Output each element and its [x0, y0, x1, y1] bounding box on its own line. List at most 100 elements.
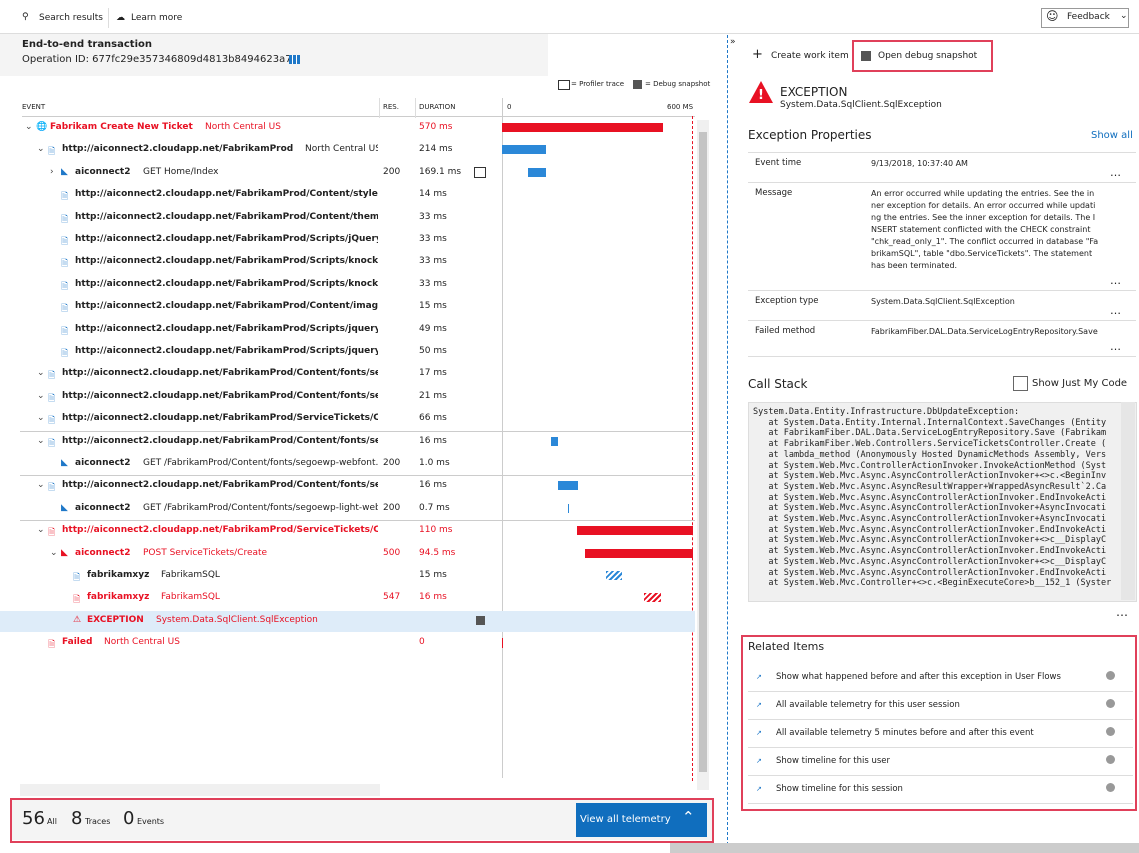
stack-line: at lambda_method (Anonymously Hosted Dyn… — [753, 449, 1107, 460]
related-item[interactable]: Show timeline for this user — [776, 756, 891, 766]
open-debug-snapshot[interactable]: Open debug snapshot — [878, 51, 978, 61]
property-label: Exception type — [755, 296, 819, 306]
stack-scrollbar[interactable] — [1121, 402, 1135, 600]
related-item[interactable]: All available telemetry for this user se… — [776, 700, 960, 710]
row-icon: 🌐 — [36, 122, 48, 132]
row-icon: 🗎 — [61, 192, 69, 203]
event-name[interactable]: http://aiconnect2.cloudapp.net/FabrikamP… — [75, 189, 378, 200]
grid-icon[interactable] — [289, 55, 300, 64]
event-name[interactable]: http://aiconnect2.cloudapp.net/FabrikamP… — [62, 144, 294, 155]
profiler-icon[interactable] — [474, 166, 486, 178]
related-row[interactable] — [748, 692, 1133, 720]
expander[interactable]: ⌄ — [37, 390, 45, 401]
expander[interactable]: ⌄ — [37, 144, 45, 155]
row-icon: ◣ — [61, 458, 68, 468]
row-icon: ◣ — [61, 502, 68, 513]
duration: 66 ms — [419, 413, 447, 424]
timeline-bar[interactable] — [502, 123, 663, 132]
highlight-box — [10, 798, 714, 843]
event-name[interactable]: http://aiconnect2.cloudapp.net/FabrikamP… — [75, 301, 378, 312]
event-name[interactable]: aiconnect2 — [75, 166, 131, 177]
expander[interactable]: › — [50, 166, 54, 177]
duration: 570 ms — [419, 122, 453, 132]
expander[interactable]: ⌄ — [50, 547, 58, 558]
timeline-bar[interactable] — [577, 526, 693, 536]
event-name[interactable]: fabrikamxyz — [87, 570, 150, 580]
show-all[interactable]: Show all — [1091, 130, 1133, 141]
stack-line: at System.Web.Mvc.Async.AsyncControllerA… — [753, 546, 1107, 557]
learn-more[interactable]: Learn more — [131, 13, 183, 23]
expander[interactable]: ⌄ — [37, 413, 45, 424]
debug-icon[interactable] — [476, 615, 485, 625]
related-row[interactable] — [748, 720, 1133, 748]
event-name[interactable]: http://aiconnect2.cloudapp.net/FabrikamP… — [62, 368, 378, 379]
expander[interactable]: ⌄ — [25, 122, 33, 132]
search-results[interactable]: Search results — [39, 13, 103, 23]
event-name[interactable]: http://aiconnect2.cloudapp.net/FabrikamP… — [75, 211, 378, 222]
event-name[interactable]: http://aiconnect2.cloudapp.net/FabrikamP… — [75, 278, 378, 289]
expander[interactable]: ⌄ — [37, 480, 45, 491]
related-item[interactable]: Show what happened before and after this… — [776, 672, 1061, 682]
selected-row[interactable] — [0, 610, 695, 632]
more[interactable]: … — [1110, 304, 1121, 317]
timeline-bar[interactable] — [528, 167, 546, 177]
more[interactable]: … — [1116, 605, 1128, 619]
col-divider — [379, 98, 380, 118]
expander[interactable]: ⌄ — [37, 435, 45, 446]
event-name[interactable]: http://aiconnect2.cloudapp.net/FabrikamP… — [75, 234, 378, 244]
event-name[interactable]: aiconnect2 — [75, 547, 131, 558]
search-icon[interactable]: ⚲ — [22, 12, 29, 22]
timeline-bar[interactable] — [551, 436, 558, 446]
related-row[interactable] — [748, 664, 1133, 692]
event-name[interactable]: EXCEPTION — [87, 614, 144, 625]
timeline-bar[interactable] — [606, 571, 622, 580]
more[interactable]: … — [1110, 340, 1121, 353]
timeline-bar[interactable] — [568, 503, 569, 513]
event-name[interactable]: http://aiconnect2.cloudapp.net/FabrikamP… — [75, 323, 378, 334]
related-row[interactable] — [748, 776, 1133, 804]
expander[interactable]: ⌄ — [37, 368, 45, 379]
event-name[interactable]: http://aiconnect2.cloudapp.net/FabrikamP… — [75, 256, 378, 267]
related-row[interactable] — [748, 748, 1133, 776]
event-name[interactable]: Failed — [62, 637, 93, 648]
property-value: An error occurred while updating the ent… — [871, 189, 1099, 270]
events-count: 0 — [123, 808, 135, 829]
view-all-button[interactable] — [576, 803, 707, 837]
learn-more-icon[interactable]: ☁ — [116, 13, 125, 23]
row-icon: 🗎 — [73, 573, 81, 583]
event-name[interactable]: fabrikamxyz — [87, 592, 150, 603]
stack-line: at System.Web.Mvc.Async.AsyncControllerA… — [753, 514, 1107, 525]
timeline-bar[interactable] — [585, 548, 693, 558]
checkbox[interactable] — [1013, 376, 1028, 391]
event-name[interactable]: http://aiconnect2.cloudapp.net/FabrikamP… — [62, 413, 378, 424]
event-name[interactable]: aiconnect2 — [75, 458, 131, 468]
col-start: 0 — [507, 103, 512, 111]
event-name[interactable]: http://aiconnect2.cloudapp.net/FabrikamP… — [75, 346, 378, 356]
related-item[interactable]: All available telemetry 5 minutes before… — [776, 728, 1034, 738]
timeline-bar[interactable] — [558, 481, 578, 491]
event-name[interactable]: http://aiconnect2.cloudapp.net/FabrikamP… — [62, 525, 378, 536]
event-name[interactable]: Fabrikam Create New Ticket — [50, 122, 193, 132]
expander[interactable]: ⌄ — [37, 525, 45, 536]
timeline-bar[interactable] — [502, 638, 503, 649]
event-name[interactable]: http://aiconnect2.cloudapp.net/FabrikamP… — [62, 480, 378, 491]
create-work-item[interactable]: Create work item — [771, 51, 849, 61]
feedback-button[interactable] — [1041, 8, 1129, 28]
plus-icon[interactable]: + — [752, 47, 763, 62]
stack-line: at System.Web.Mvc.Async.AsyncControllerA… — [753, 535, 1107, 546]
event-name[interactable]: http://aiconnect2.cloudapp.net/FabrikamP… — [62, 435, 378, 446]
duration: 33 ms — [419, 234, 447, 244]
event-name[interactable]: aiconnect2 — [75, 502, 131, 513]
bottom-scrollbar[interactable] — [670, 843, 1139, 853]
event-name[interactable]: http://aiconnect2.cloudapp.net/FabrikamP… — [62, 390, 378, 401]
duration: 50 ms — [419, 346, 447, 356]
related-item[interactable]: Show timeline for this session — [776, 784, 903, 794]
timeline-bar[interactable] — [644, 593, 661, 603]
col-end: 600 MS — [667, 103, 694, 111]
timeline-bar[interactable] — [502, 145, 546, 155]
more[interactable]: … — [1110, 166, 1121, 179]
v-scroll-thumb[interactable] — [699, 132, 707, 772]
expand[interactable]: » — [730, 37, 736, 47]
h-scrollbar[interactable] — [20, 784, 380, 796]
more[interactable]: … — [1110, 274, 1121, 287]
